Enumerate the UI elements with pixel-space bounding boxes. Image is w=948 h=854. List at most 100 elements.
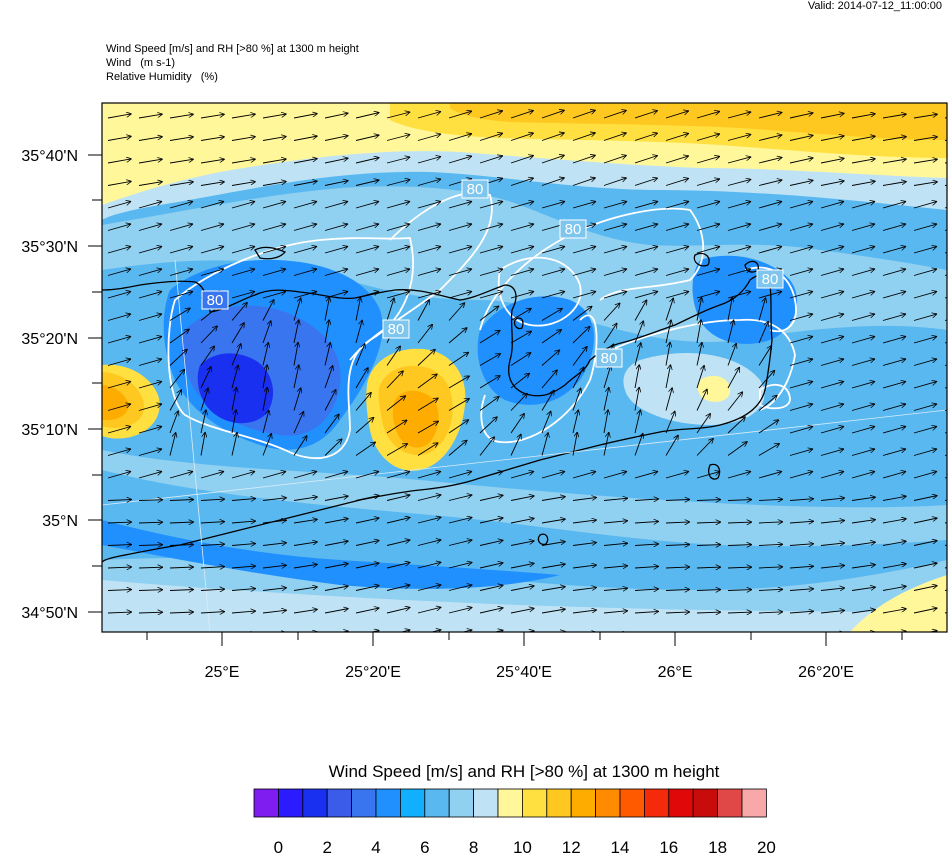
wind-arrow	[882, 404, 906, 411]
wind-arrow	[820, 136, 845, 141]
wind-arrow	[293, 435, 307, 456]
wind-arrow	[913, 381, 937, 389]
wind-arrow	[603, 498, 628, 500]
wind-arrow	[541, 497, 566, 501]
wind-arrow	[696, 297, 702, 321]
wind-arrow	[355, 471, 379, 479]
wind-arrow	[386, 607, 410, 614]
wind-arrow	[727, 612, 752, 613]
wind-arrow	[789, 589, 814, 591]
wind-arrow	[324, 365, 333, 389]
wind-arrow	[696, 500, 721, 501]
wind-arrow	[727, 201, 751, 209]
wind-arrow	[820, 543, 845, 546]
wind-arrow	[603, 201, 627, 209]
wind-arrow	[634, 364, 639, 389]
wind-arrow	[200, 388, 208, 411]
wind-arrow	[386, 540, 410, 546]
wind-arrow	[510, 178, 534, 186]
wind-arrow	[386, 562, 410, 569]
wind-arrow	[479, 133, 503, 141]
wind-arrow	[604, 633, 628, 635]
wind-arrow	[634, 521, 659, 523]
wind-arrow	[417, 421, 439, 434]
wind-arrow	[262, 364, 267, 389]
wind-arrow	[417, 443, 438, 456]
wind-arrow	[913, 449, 937, 456]
wind-arrow	[727, 112, 751, 119]
contour-label: 80	[595, 348, 623, 368]
wind-arrow	[572, 542, 597, 546]
wind-arrow	[107, 545, 132, 546]
colorbar-tick-label: 2	[322, 838, 331, 854]
wind-arrow	[572, 367, 585, 389]
wind-arrow	[541, 519, 566, 524]
lat-label: 35°10'N	[21, 422, 78, 439]
wind-arrow	[820, 201, 844, 209]
wind-arrow	[696, 134, 720, 141]
wind-arrow	[665, 499, 690, 500]
wind-arrow	[541, 178, 565, 186]
wind-arrow	[386, 135, 410, 141]
wind-arrow	[882, 426, 906, 434]
wind-arrow	[355, 608, 379, 614]
wind-arrow	[727, 297, 732, 321]
wind-arrow	[789, 314, 813, 321]
wind-arrow	[231, 201, 255, 209]
wind-arrow	[665, 111, 689, 119]
wind-arrow	[696, 365, 704, 389]
wind-arrow	[541, 542, 566, 546]
wind-arrow	[293, 609, 318, 614]
wind-arrow	[882, 586, 907, 591]
wind-arrow	[139, 635, 163, 636]
wind-arrow	[789, 471, 813, 479]
wind-arrow	[231, 589, 256, 591]
wind-arrow	[479, 585, 503, 591]
wind-arrow	[634, 410, 641, 434]
wind-arrow	[603, 611, 628, 613]
wind-arrow	[169, 432, 176, 456]
wind-arrow	[262, 610, 287, 613]
wind-arrow	[510, 373, 530, 389]
map-panel[interactable]: 80 80 80 80 80 80 35°40'N 35°30'N 35°20'…	[0, 0, 948, 700]
wind-arrow	[789, 113, 813, 119]
wind-arrow	[634, 321, 644, 344]
wind-arrow	[355, 540, 379, 546]
wind-arrow	[417, 157, 441, 164]
map-canvas[interactable]: 80 80 80 80 80 80 35°40'N 35°30'N 35°20'…	[0, 0, 948, 700]
wind-arrow	[355, 269, 379, 276]
wind-arrow	[634, 566, 659, 568]
wind-arrow	[138, 182, 163, 186]
wind-arrow	[293, 114, 318, 119]
wind-arrow	[727, 157, 751, 164]
wind-arrow	[928, 631, 938, 632]
wind-arrow	[510, 133, 534, 141]
wind-arrow	[789, 449, 813, 456]
wind-arrow	[758, 522, 783, 523]
wind-arrow	[479, 376, 501, 389]
colorbar-swatch	[375, 788, 401, 818]
wind-arrow	[262, 588, 287, 591]
wind-arrow	[634, 178, 658, 186]
wind-arrow	[169, 471, 193, 479]
wind-arrow	[882, 541, 907, 546]
wind-arrow	[293, 519, 318, 524]
wind-arrow	[882, 381, 906, 389]
wind-arrow	[913, 496, 938, 501]
wind-arrow	[789, 404, 813, 411]
wind-arrow	[913, 182, 938, 186]
wind-arrow	[727, 179, 751, 186]
wind-arrow	[851, 114, 876, 119]
wind-arrow	[448, 291, 472, 299]
wind-arrow	[355, 585, 379, 591]
wind-arrow	[231, 544, 256, 546]
contour-label: 80	[559, 219, 587, 239]
wind-arrow	[882, 137, 907, 141]
wind-arrow	[851, 587, 876, 591]
wind-arrow	[386, 157, 410, 164]
wind-arrow	[603, 178, 627, 186]
wind-arrow	[727, 269, 751, 276]
wind-arrow	[541, 609, 566, 614]
wind-arrow	[386, 585, 410, 591]
wind-arrow	[324, 439, 342, 456]
